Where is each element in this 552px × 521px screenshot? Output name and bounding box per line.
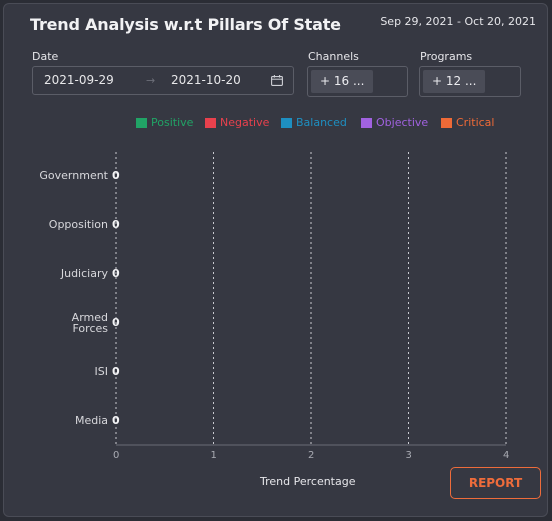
y-category-label: Judiciary [60, 267, 108, 281]
legend-swatch [281, 117, 292, 128]
channels-chip[interactable]: + 16 ... [311, 70, 374, 93]
arrow-right-icon: → [146, 74, 156, 87]
y-category-label: Media [74, 413, 108, 427]
legend-balanced[interactable]: Balanced [281, 116, 347, 129]
report-button[interactable]: REPORT [450, 467, 541, 499]
programs-label: Programs [420, 50, 473, 63]
x-tick-label: 3 [405, 450, 412, 461]
x-tick-label: 0 [113, 450, 120, 461]
date-range-picker[interactable]: 2021-09-29 → 2021-10-20 [32, 66, 294, 95]
x-axis-title: Trend Percentage [260, 475, 356, 488]
date-range-text: Sep 29, 2021 - Oct 20, 2021 [380, 15, 536, 28]
channels-select[interactable]: + 16 ... [307, 66, 408, 97]
y-category-label: Government [39, 169, 108, 183]
legend-positive[interactable]: Positive [136, 116, 193, 129]
bar-value-label: 0 [112, 218, 120, 232]
legend-negative[interactable]: Negative [205, 116, 269, 129]
legend-critical[interactable]: Critical [441, 116, 494, 129]
y-category-label: Opposition [48, 218, 108, 232]
legend-swatch [136, 117, 147, 128]
legend-label: Critical [456, 116, 495, 129]
legend-label: Balanced [296, 116, 347, 129]
x-tick-label: 2 [308, 450, 315, 461]
programs-select[interactable]: + 12 ... [419, 66, 521, 97]
legend-swatch [205, 117, 216, 128]
channels-label: Channels [308, 50, 359, 63]
programs-chip[interactable]: + 12 ... [423, 70, 486, 93]
x-tick-label: 1 [210, 450, 217, 461]
bar-value-label: 0 [112, 267, 120, 281]
start-date-input[interactable]: 2021-09-29 [44, 73, 114, 87]
legend-swatch [441, 117, 452, 128]
bar-value-label: 0 [112, 169, 120, 183]
bar-value-label: 0 [112, 413, 120, 427]
legend-label: Negative [220, 116, 270, 129]
legend-objective[interactable]: Objective [361, 116, 428, 129]
y-category-label: ISI [94, 364, 108, 378]
date-label: Date [32, 50, 59, 63]
panel-title: Trend Analysis w.r.t Pillars Of State [30, 15, 341, 34]
legend-label: Objective [376, 116, 429, 129]
bar-value-label: 0 [112, 364, 120, 378]
y-category-label: Armed Forces [71, 310, 108, 335]
x-tick-label: 4 [503, 450, 510, 461]
legend-label: Positive [151, 116, 194, 129]
end-date-input[interactable]: 2021-10-20 [171, 73, 241, 87]
legend-swatch [361, 117, 372, 128]
calendar-icon[interactable] [271, 75, 283, 86]
bar-value-label: 0 [112, 315, 120, 329]
